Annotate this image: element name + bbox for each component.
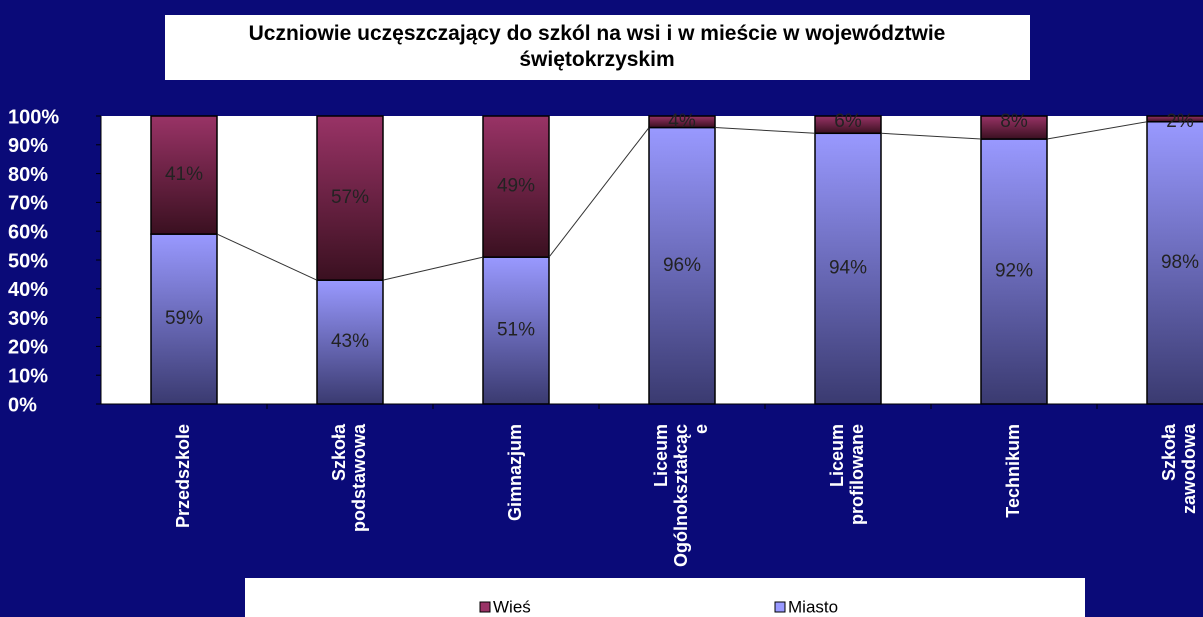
y-tick-label: 90% (8, 135, 48, 157)
legend-swatch (479, 601, 491, 613)
y-tick-label: 70% (8, 193, 48, 215)
data-label: 4% (668, 111, 696, 132)
bar-segment (150, 115, 218, 235)
data-label: 92% (995, 261, 1033, 282)
bar-segment (814, 115, 882, 135)
data-label: 98% (1161, 252, 1199, 273)
bar-segment (316, 115, 384, 281)
x-tick-label: Szkołazawodowa (1159, 423, 1199, 514)
legend-label: Miasto (788, 597, 838, 616)
data-label: 43% (331, 331, 369, 352)
data-label: 6% (834, 111, 862, 132)
data-label: 96% (663, 255, 701, 276)
y-tick-label: 0% (8, 394, 37, 416)
data-label: 94% (829, 258, 867, 279)
series-line (548, 127, 650, 258)
bar-segment (316, 279, 384, 405)
data-label: 59% (165, 308, 203, 329)
title-box (165, 15, 1030, 80)
y-tick-label: 10% (8, 365, 48, 387)
data-label: 41% (165, 164, 203, 185)
x-tick-label: LiceumOgólnokształcące (651, 424, 711, 567)
x-tick-label: Technikum (1003, 424, 1023, 518)
x-tick-label: Gimnazjum (505, 424, 525, 521)
bar-segment (482, 256, 550, 405)
data-label: 8% (1000, 111, 1028, 132)
x-tick-label: Szkołapodstawowa (329, 423, 369, 532)
y-tick-label: 20% (8, 337, 48, 359)
series-line (216, 233, 318, 281)
legend-swatch (774, 601, 786, 613)
y-tick-label: 60% (8, 221, 48, 243)
y-tick-label: 80% (8, 164, 48, 186)
bar-segment (980, 138, 1048, 405)
legend-box (245, 578, 1085, 617)
legend-label: Wieś (493, 597, 531, 616)
y-tick-label: 40% (8, 279, 48, 301)
data-label: 51% (497, 320, 535, 341)
series-line (382, 256, 484, 281)
bar-segment (1146, 115, 1203, 123)
bar-segment (482, 115, 550, 258)
data-label: 57% (331, 187, 369, 208)
bar-segment (648, 126, 716, 405)
chart-title: Uczniowie uczęszczający do szkól na wsi … (249, 22, 946, 71)
x-tick-label: Liceumprofilowane (827, 424, 867, 525)
y-tick-label: 30% (8, 308, 48, 330)
data-label: 49% (497, 176, 535, 197)
series-line (714, 127, 816, 134)
data-label: 2% (1166, 111, 1194, 132)
bar-segment (980, 115, 1048, 140)
series-line (880, 132, 982, 140)
bar-segment (150, 233, 218, 405)
y-tick-label: 100% (8, 106, 59, 128)
bar-segment (814, 132, 882, 405)
x-tick-label: Przedszkole (173, 424, 193, 528)
bar-segment (648, 115, 716, 129)
series-line (1046, 121, 1148, 140)
y-tick-label: 50% (8, 250, 48, 272)
